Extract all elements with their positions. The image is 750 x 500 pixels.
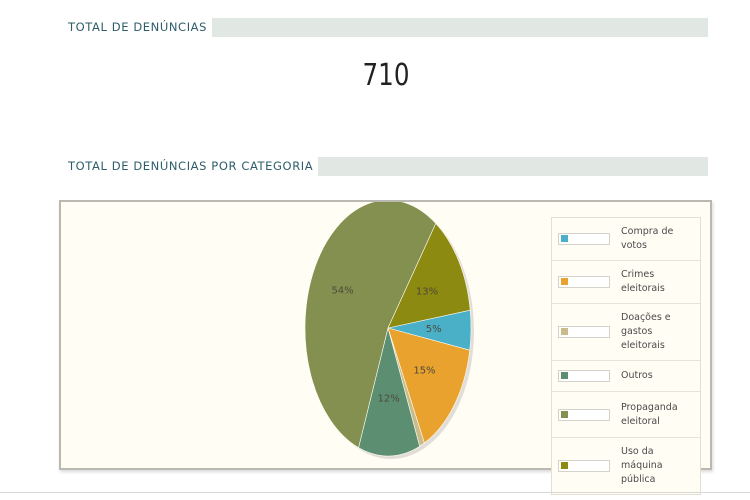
- pie-chart-panel: 5% 15% 12% 54% 13% Compra de votos Crimes ele…: [59, 200, 712, 495]
- slice-label: 5%: [426, 324, 442, 335]
- total-count: 710: [362, 58, 410, 93]
- legend-swatch-box: [558, 326, 610, 338]
- legend-swatch: [561, 410, 568, 418]
- legend-label: Crimes eleitorais: [621, 269, 665, 294]
- title-band: [318, 157, 708, 176]
- legend-item[interactable]: Compra de votos: [552, 218, 700, 261]
- legend-label: Doações e gastos eleitorais: [621, 312, 671, 351]
- pie-slice[interactable]: [304, 202, 437, 449]
- slice-label: 13%: [416, 286, 438, 297]
- legend-item[interactable]: Crimes eleitorais: [552, 261, 700, 304]
- legend-item[interactable]: Doações e gastos eleitorais: [552, 304, 700, 361]
- legend-swatch-box: [558, 408, 610, 421]
- slice-label: 15%: [413, 365, 435, 376]
- legend-swatch: [561, 328, 568, 335]
- pie-slice[interactable]: [387, 222, 471, 329]
- title-band: [212, 18, 708, 37]
- slice-label: 12%: [378, 393, 400, 404]
- legend-item[interactable]: Outros: [552, 361, 700, 392]
- legend-swatch: [561, 278, 568, 285]
- legend-label: Compra de votos: [621, 226, 674, 251]
- legend-label: Propaganda eleitoral: [621, 401, 678, 427]
- total-section-header: TOTAL DE DENÚNCIAS: [68, 18, 708, 37]
- legend-item[interactable]: Propaganda eleitoral: [552, 392, 700, 438]
- legend-swatch-box: [558, 370, 610, 382]
- legend-swatch: [561, 462, 568, 469]
- legend-label: Outros: [621, 370, 653, 381]
- legend-swatch: [561, 372, 568, 379]
- pie-slice[interactable]: [387, 327, 471, 444]
- total-section-title: TOTAL DE DENÚNCIAS: [68, 18, 213, 37]
- legend-item[interactable]: Uso da máquina pública: [552, 438, 700, 494]
- chart-legend: Compra de votos Crimes eleitorais Doações …: [551, 217, 701, 495]
- legend-swatch: [561, 235, 568, 242]
- slice-label: 54%: [331, 286, 353, 297]
- legend-swatch-box: [558, 233, 610, 245]
- legend-swatch-box: [558, 460, 610, 472]
- category-section-header: TOTAL DE DENÚNCIAS POR CATEGORIA: [68, 157, 708, 176]
- legend-label: Uso da máquina pública: [621, 446, 663, 485]
- pie-chart: 5% 15% 12% 54% 13%: [304, 202, 474, 459]
- page-divider: [0, 492, 750, 493]
- legend-swatch-box: [558, 276, 610, 288]
- category-section-title: TOTAL DE DENÚNCIAS POR CATEGORIA: [68, 157, 319, 176]
- pie-slice[interactable]: [358, 327, 420, 457]
